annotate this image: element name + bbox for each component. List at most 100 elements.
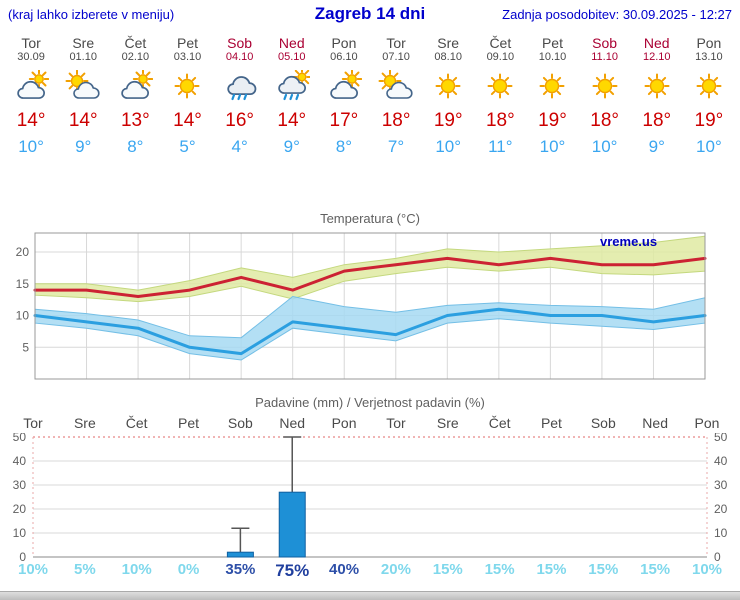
day-name: Čet xyxy=(124,35,147,51)
weather-icon-sunny xyxy=(579,65,631,107)
day-name: Sre xyxy=(72,35,95,51)
page-title: Zagreb 14 dni xyxy=(314,4,426,23)
y-axis-tick-label: 20 xyxy=(16,245,30,259)
temp-high: 19° xyxy=(694,110,724,131)
weather-icon-mostly-cloudy xyxy=(318,65,370,107)
day-column: Sob 11.10 18° 10° xyxy=(579,35,631,159)
day-name: Pet xyxy=(176,35,198,51)
day-name: Sob xyxy=(227,35,253,51)
y-axis-tick-label-right: 0 xyxy=(714,550,721,561)
day-date: 13.10 xyxy=(695,51,723,63)
location-menu-hint: (kraj lahko izberete v meniju) xyxy=(8,7,175,22)
t_max-line xyxy=(33,256,707,298)
precip-day-label: Pet xyxy=(178,415,200,431)
day-name: Ned xyxy=(643,35,670,51)
precip-day-label: Tor xyxy=(23,415,43,431)
temperature-chart: 5 10 15 20 vreme.us xyxy=(16,232,707,380)
precip-day-label: Sob xyxy=(227,415,253,431)
day-date: 06.10 xyxy=(330,51,358,63)
temp-low: 10° xyxy=(696,137,722,156)
t_min-line xyxy=(33,307,707,356)
precip-probability: 15% xyxy=(432,561,463,578)
day-column: Sre 01.10 14° 9° xyxy=(57,35,109,159)
weather-icon-rain xyxy=(214,65,266,107)
day-date: 07.10 xyxy=(382,51,410,63)
day-column: Sob 04.10 16° 4° xyxy=(214,35,266,159)
precip-probability: 20% xyxy=(380,561,411,578)
y-axis-tick-label-left: 40 xyxy=(13,454,27,468)
temp-low: 4° xyxy=(231,137,248,156)
temperature-chart-title: Temperatura (°C) xyxy=(320,211,420,226)
precip-bar xyxy=(278,491,306,558)
temp-high: 18° xyxy=(642,110,672,131)
weather-icon-rain-sun xyxy=(266,65,318,107)
temp-low: 10° xyxy=(18,137,44,156)
weather-icon-sunny xyxy=(422,65,474,107)
weather-icon-sunny xyxy=(683,65,735,107)
day-date: 04.10 xyxy=(225,51,254,63)
watermark-link[interactable]: vreme.us xyxy=(600,234,657,249)
temp-high: 14° xyxy=(16,110,46,131)
y-axis-tick-label-left: 10 xyxy=(13,526,27,540)
day-date: 01.10 xyxy=(69,51,97,63)
temp-low: 10° xyxy=(539,137,566,156)
day-name: Sob xyxy=(592,35,618,51)
day-column: Tor 30.09 14° 10° xyxy=(5,35,57,159)
temp-low: 9° xyxy=(648,137,665,156)
temp-low: 10° xyxy=(591,137,618,156)
weather-icon-partly-sunny xyxy=(57,65,109,107)
temp-high: 14° xyxy=(68,110,98,131)
weather-icon-sunny xyxy=(474,65,526,107)
precip-probability: 10% xyxy=(17,561,49,578)
day-column: Tor 07.10 18° 7° xyxy=(370,35,422,159)
temp-low: 5° xyxy=(179,137,196,156)
precip-day-label: Tor xyxy=(386,415,406,431)
day-column: Čet 09.10 18° 11° xyxy=(474,35,526,159)
horizontal-scrollbar[interactable] xyxy=(0,591,740,600)
y-axis-tick-label: 15 xyxy=(16,277,30,291)
precip-probability: 0% xyxy=(177,561,200,578)
day-column: Ned 12.10 18° 9° xyxy=(631,35,683,159)
temp-low: 9° xyxy=(283,137,300,156)
precipitation-probability-row: 10% 5% 10% 0% 35% 75% 40% 20% 15% 15% 15% 15% 15% 10% xyxy=(0,561,740,583)
precip-day-label: Ned xyxy=(642,415,668,431)
precip-probability: 15% xyxy=(484,561,515,578)
temp-low: 8° xyxy=(335,137,353,156)
temp-high: 14° xyxy=(277,110,307,131)
temp-low: 10° xyxy=(435,137,462,156)
temp-high: 14° xyxy=(173,110,202,131)
day-name: Pet xyxy=(541,35,563,51)
temp-low: 8° xyxy=(127,137,144,156)
day-name: Pon xyxy=(696,35,722,51)
y-axis-tick-label-right: 40 xyxy=(714,454,728,468)
temp-high: 18° xyxy=(485,110,515,131)
temp-high: 17° xyxy=(329,110,359,131)
day-column: Čet 02.10 13° 8° xyxy=(109,35,161,159)
y-axis-tick-label-left: 0 xyxy=(19,550,26,561)
last-updated: Zadnja posodobitev: 30.09.2025 - 12:27 xyxy=(502,7,732,22)
temp-high: 19° xyxy=(538,110,567,131)
day-date: 02.10 xyxy=(121,51,150,63)
day-date: 11.10 xyxy=(591,51,618,63)
y-axis-tick-label-left: 20 xyxy=(13,502,27,516)
day-date: 30.09 xyxy=(17,51,45,63)
temp-low: 11° xyxy=(488,137,513,156)
temp-high: 18° xyxy=(590,110,619,131)
day-column: Pon 06.10 17° 8° xyxy=(318,35,370,159)
day-column: Pon 13.10 19° 10° xyxy=(683,35,735,159)
header: (kraj lahko izberete v meniju) Zagreb 14… xyxy=(0,0,740,29)
temp-high: 19° xyxy=(433,110,463,131)
weather-icon-mostly-cloudy xyxy=(109,65,161,107)
precip-day-label: Pon xyxy=(694,415,720,431)
y-axis-tick-label-left: 30 xyxy=(13,478,27,492)
y-axis-tick-label-right: 50 xyxy=(714,433,728,444)
y-axis-tick-label-right: 10 xyxy=(714,526,728,540)
precip-day-label: Ned xyxy=(279,415,306,431)
precip-probability: 15% xyxy=(536,561,567,578)
day-date: 09.10 xyxy=(486,51,515,63)
day-column: Sre 08.10 19° 10° xyxy=(422,35,474,159)
weather-icon-sunny xyxy=(631,65,683,107)
day-name: Tor xyxy=(21,35,41,51)
precip-day-label: Sre xyxy=(436,415,459,431)
day-name: Sre xyxy=(437,35,460,51)
